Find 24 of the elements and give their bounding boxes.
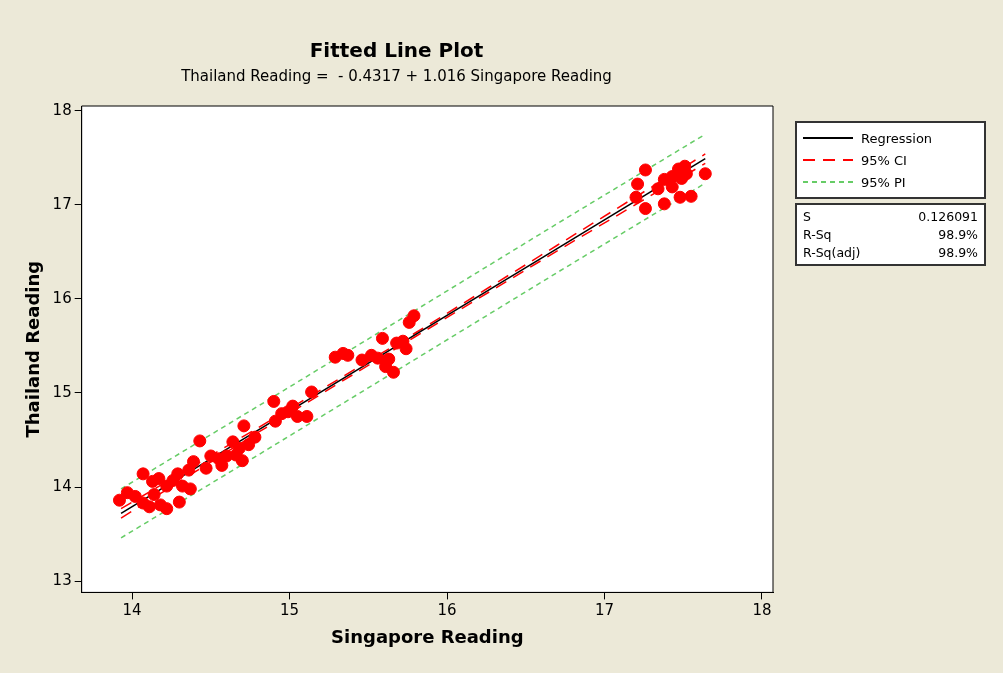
x-axis-title: Singapore Reading xyxy=(331,625,524,647)
text: 98.9% xyxy=(937,227,978,242)
legend-label: 95% PI xyxy=(861,174,906,190)
text: S xyxy=(803,209,812,224)
x-tick-label: 15 xyxy=(280,601,300,620)
y-axis-title: Thailand Reading xyxy=(22,260,44,438)
y-tick-label: 13 xyxy=(52,571,72,589)
x-tick-label: 14 xyxy=(122,601,142,620)
x-tick-label: 16 xyxy=(437,601,457,620)
legend-label: Regression xyxy=(861,130,933,146)
y-tick-label: 18 xyxy=(52,100,72,119)
y-tick-label: 16 xyxy=(52,288,72,307)
y-tick-label: 14 xyxy=(52,476,72,495)
chart-subtitle: Thailand Reading = - 0.4317 + 1.016 Singapore Reading xyxy=(180,66,612,85)
legend-label: 95% CI xyxy=(861,152,907,168)
chart-title: Fitted Line Plot xyxy=(309,38,484,63)
text: R-Sq xyxy=(803,227,833,242)
text: R-Sq(adj) xyxy=(803,245,862,260)
x-tick-label: 18 xyxy=(752,601,772,620)
text: 0.126091 xyxy=(918,209,978,224)
y-tick-label: 15 xyxy=(52,382,72,401)
text: 98.9% xyxy=(937,245,978,260)
y-tick-label: 17 xyxy=(52,194,72,213)
x-tick-label: 17 xyxy=(594,601,615,620)
